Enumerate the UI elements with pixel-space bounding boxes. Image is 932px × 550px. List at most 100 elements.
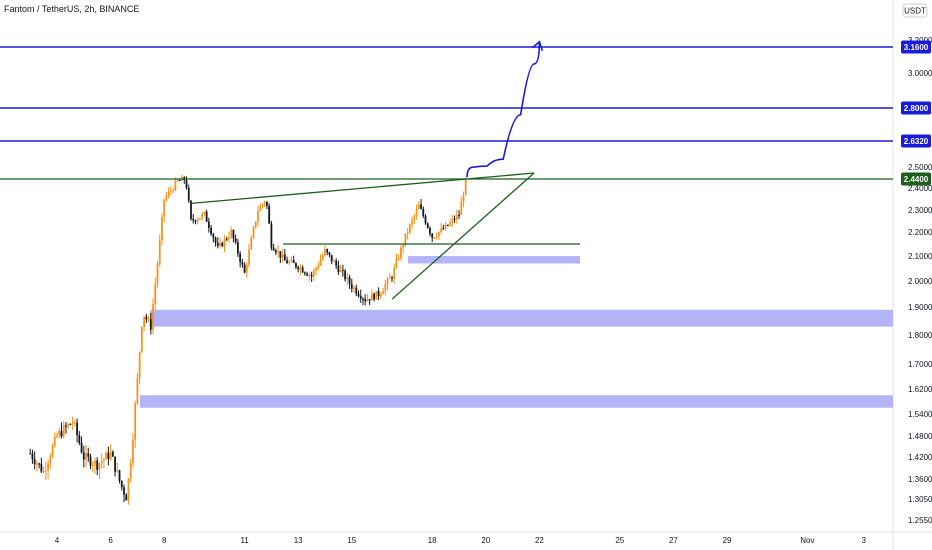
candle-body (62, 425, 65, 437)
candle-body (152, 304, 154, 330)
y-tick-label: 2.0000 (908, 277, 932, 286)
candle-body (353, 287, 355, 289)
candle-body (127, 478, 130, 501)
y-tick-label: 1.9000 (908, 303, 932, 312)
candle-body (455, 214, 458, 220)
x-tick-label: 15 (347, 536, 356, 545)
x-tick-label: 29 (723, 536, 732, 545)
candle-body (371, 293, 373, 301)
candle-body (310, 274, 313, 277)
candle-body (190, 200, 192, 219)
price-tag-box (901, 172, 931, 186)
candle-body (234, 238, 237, 243)
x-tick-label: 13 (294, 536, 303, 545)
chart-title: Fantom / TetherUS, 2h, BINANCE (4, 4, 139, 14)
candle-body (163, 199, 166, 217)
candle-body (172, 190, 175, 192)
currency-badge[interactable]: USDT (902, 3, 928, 18)
candle-body (411, 219, 413, 225)
horizontal-levels (0, 46, 893, 245)
candle-body (87, 453, 90, 457)
candle-body (96, 460, 99, 470)
candle-body (357, 293, 360, 296)
candle-body (38, 463, 41, 465)
candle-body (111, 451, 114, 457)
zone-1 (150, 309, 893, 327)
candle-body (44, 470, 47, 472)
candle-body (364, 298, 367, 302)
candle-body (312, 270, 315, 277)
candle-body (413, 215, 416, 220)
candle-body (53, 436, 56, 446)
zone-0 (408, 256, 580, 264)
candle-body (373, 293, 376, 300)
candle-body (237, 242, 239, 254)
candle-body (98, 463, 101, 470)
candle-body (429, 227, 431, 234)
candle-body (317, 265, 320, 268)
candle-body (156, 263, 159, 284)
candle-body (58, 430, 61, 436)
candle-body (136, 377, 139, 404)
candle-body (192, 218, 195, 221)
candle-body (47, 463, 49, 471)
candle-body (355, 287, 358, 294)
candle-body (254, 221, 257, 228)
candle-body (207, 221, 210, 228)
candle-body (132, 439, 134, 464)
candle-body (306, 273, 309, 276)
candle-body (228, 237, 230, 240)
candle-body (337, 265, 340, 273)
y-tick-label: 1.6200 (908, 385, 932, 394)
candle-body (56, 435, 58, 437)
candle-body (225, 238, 228, 240)
candle-body (185, 180, 188, 188)
candle-body (205, 211, 208, 222)
candle-body (167, 191, 170, 196)
y-tick-label: 2.2000 (908, 228, 932, 237)
candle-body (379, 293, 382, 297)
candle-body (286, 260, 288, 264)
candle-body (301, 267, 304, 273)
candle-body (94, 460, 96, 466)
candle-body (248, 249, 250, 265)
candle-body (40, 463, 43, 472)
candle-body (216, 242, 219, 247)
candle-body (69, 424, 72, 426)
candle-body (145, 316, 148, 320)
candle-body (426, 223, 429, 228)
candle-body (319, 259, 322, 266)
candle-body (406, 232, 409, 234)
candles (29, 174, 467, 505)
candle-body (424, 216, 427, 224)
candle-body (397, 258, 400, 260)
candle-body (42, 471, 45, 473)
y-tick-label: 2.1000 (908, 252, 932, 261)
candle-body (51, 445, 54, 457)
candle-body (402, 245, 405, 248)
y-tick-label: 2.5000 (908, 163, 932, 172)
candle-body (174, 180, 177, 191)
candle-body (230, 230, 233, 238)
candle-body (290, 260, 293, 262)
candle-body (259, 206, 262, 212)
time-axis: 4 6 8 11 13 15 18 20 22 25 27 29 Nov 3 (55, 536, 867, 545)
x-tick-label: Nov (800, 536, 814, 545)
candle-body (440, 228, 443, 232)
x-tick-label: 22 (535, 536, 544, 545)
candle-body (89, 456, 92, 466)
candle-body (60, 430, 63, 437)
price-tag-label: 2.6320 (904, 137, 929, 146)
candle-body (196, 219, 199, 222)
candle-body (29, 453, 32, 455)
candle-body (103, 459, 105, 462)
price-tag-label: 3.1600 (904, 43, 929, 52)
candle-body (134, 403, 137, 440)
candle-body (415, 209, 418, 216)
y-tick-label: 3.0000 (908, 69, 932, 78)
candle-body (158, 239, 161, 264)
x-tick-label: 27 (669, 536, 678, 545)
candle-body (444, 224, 447, 230)
